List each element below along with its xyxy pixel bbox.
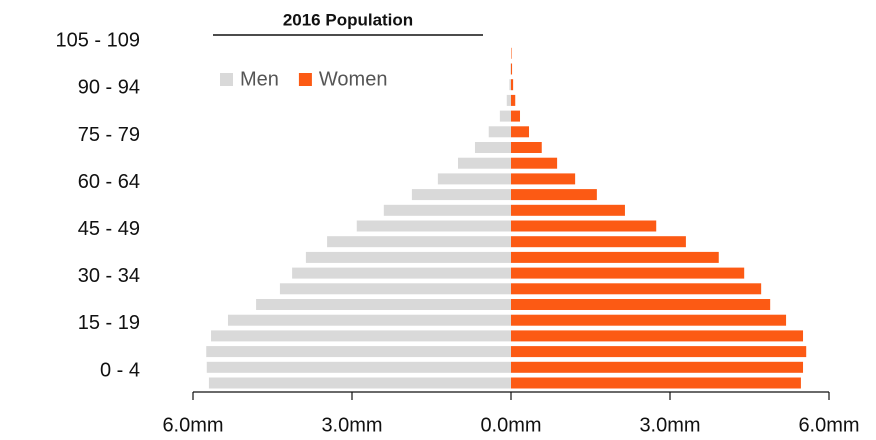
bar (511, 142, 542, 153)
x-tick-label: 3.0mm (639, 414, 700, 436)
bar (327, 236, 511, 248)
y-tick-label: 60 - 64 (78, 171, 140, 193)
bar (511, 330, 804, 342)
bar (509, 79, 511, 91)
bar (411, 189, 511, 201)
bar (383, 204, 511, 216)
bar (511, 94, 516, 106)
bar (208, 377, 511, 389)
bar (279, 283, 511, 295)
bar (511, 251, 719, 263)
chart-title: 2016 Population (283, 10, 413, 29)
bar (458, 157, 511, 169)
bar (227, 314, 512, 326)
legend-label: Women (319, 68, 388, 90)
bar (511, 157, 558, 169)
bar (511, 267, 745, 279)
bar (511, 283, 762, 295)
bar (511, 236, 686, 248)
bar (511, 63, 513, 75)
y-tick-label: 15 - 19 (78, 312, 140, 334)
bar (437, 173, 511, 185)
legend-swatch (220, 73, 233, 86)
y-tick-label: 75 - 79 (78, 124, 140, 146)
bar (211, 330, 511, 342)
bar (292, 267, 511, 279)
bar (511, 377, 801, 389)
bar (511, 173, 576, 185)
y-tick-label: 90 - 94 (78, 77, 140, 99)
bar (511, 220, 657, 232)
bar (206, 346, 511, 358)
x-tick-label: 6.0mm (162, 414, 223, 436)
legend-swatch (298, 73, 312, 86)
y-tick-label: 45 - 49 (78, 218, 140, 240)
bar (511, 314, 787, 326)
bar (474, 142, 511, 153)
bar (206, 361, 511, 373)
bar (506, 94, 511, 106)
bar (488, 126, 511, 138)
bar (511, 79, 514, 91)
bar (511, 299, 771, 310)
x-tick-label: 6.0mm (798, 414, 859, 436)
bar (511, 189, 597, 201)
bar (510, 63, 511, 75)
bar (256, 299, 511, 310)
bar (511, 204, 625, 216)
bar (511, 126, 530, 138)
bar (499, 110, 511, 122)
x-tick-label: 0.0mm (480, 414, 541, 436)
bar (511, 47, 512, 59)
bar (511, 110, 521, 122)
bar (511, 361, 804, 373)
bar (305, 251, 511, 263)
bar (356, 220, 511, 232)
x-tick-label: 3.0mm (321, 414, 382, 436)
bar (511, 346, 807, 358)
legend-label: Men (240, 68, 279, 90)
y-tick-label: 0 - 4 (100, 359, 140, 381)
y-tick-label: 105 - 109 (55, 30, 140, 52)
y-tick-label: 30 - 34 (78, 265, 140, 287)
